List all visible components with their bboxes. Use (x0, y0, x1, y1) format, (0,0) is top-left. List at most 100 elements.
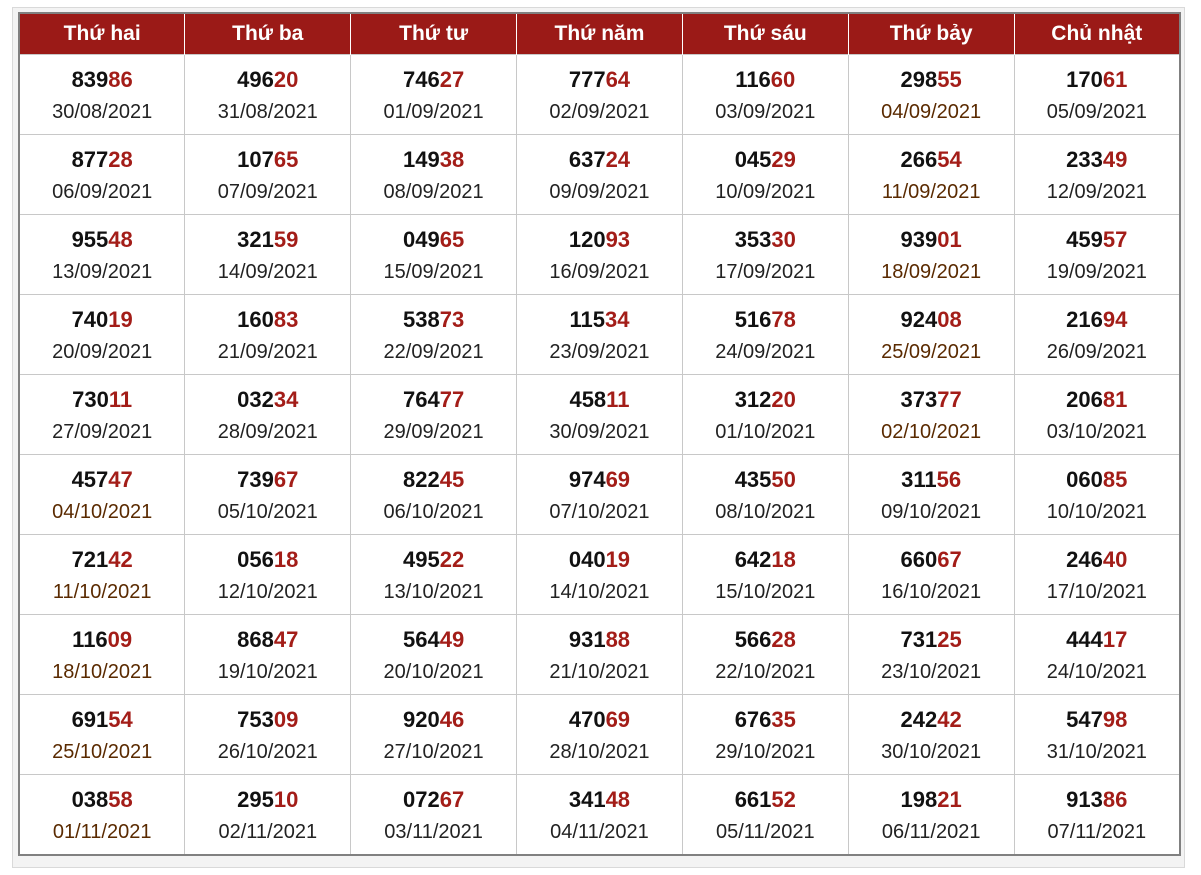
result-number-head: 435 (734, 467, 772, 492)
result-number-head: 931 (568, 627, 606, 652)
table-row: 87728 06/09/2021 10765 07/09/2021 14938 08/09… (18, 134, 1181, 215)
result-number-tail: 34 (604, 307, 630, 332)
result-date: 19/09/2021 (1046, 261, 1147, 283)
result-number-head: 924 (900, 307, 938, 332)
result-number-tail: 29 (771, 147, 796, 172)
result-date: 06/11/2021 (881, 821, 981, 843)
result-number-head: 939 (900, 227, 938, 252)
result-cell-wednesday: 82245 06/10/2021 (350, 454, 518, 535)
result-number-head: 564 (403, 627, 440, 652)
result-number-head: 730 (72, 387, 109, 412)
result-number: 14938 (351, 146, 516, 174)
result-number-head: 974 (568, 467, 606, 492)
result-number-tail: 94 (1102, 307, 1128, 332)
result-number: 03858 (20, 786, 184, 814)
result-number-head: 637 (568, 147, 606, 172)
result-number-head: 120 (568, 227, 606, 252)
result-number-tail: 22 (439, 547, 465, 572)
result-number-head: 777 (568, 67, 606, 92)
result-number-tail: 01 (937, 227, 962, 252)
result-cell-monday: 03858 01/11/2021 (18, 774, 186, 856)
result-cell-saturday: 73125 23/10/2021 (847, 614, 1015, 695)
result-number-tail: 40 (1102, 547, 1128, 572)
result-number-tail: 58 (108, 787, 133, 812)
result-number-tail: 77 (937, 387, 962, 412)
result-date: 02/11/2021 (218, 821, 318, 843)
result-date: 19/10/2021 (217, 661, 318, 683)
result-number-tail: 28 (771, 627, 796, 652)
result-number: 04529 (683, 146, 848, 174)
result-number-head: 206 (1066, 387, 1103, 412)
result-number-tail: 86 (108, 67, 133, 92)
result-number-tail: 67 (273, 467, 299, 492)
result-number-tail: 85 (1102, 467, 1128, 492)
result-cell-saturday: 24242 30/10/2021 (847, 694, 1015, 775)
result-cell-tuesday: 16083 21/09/2021 (184, 294, 352, 375)
result-number-head: 746 (403, 67, 440, 92)
result-cell-thursday: 04019 14/10/2021 (516, 534, 683, 615)
result-number-head: 341 (568, 787, 606, 812)
result-cell-friday: 31220 01/10/2021 (681, 374, 849, 455)
result-date: 28/09/2021 (217, 421, 318, 443)
result-number-head: 353 (734, 227, 772, 252)
header-row: Thứ hai Thứ ba Thứ tư Thứ năm Thứ sáu Th… (19, 13, 1180, 55)
result-cell-monday: 11609 18/10/2021 (18, 614, 186, 695)
result-number: 73967 (185, 466, 350, 494)
result-cell-friday: 04529 10/09/2021 (681, 134, 849, 215)
result-cell-monday: 45747 04/10/2021 (18, 454, 186, 535)
result-cell-saturday: 66067 16/10/2021 (847, 534, 1015, 615)
result-date: 01/11/2021 (52, 821, 152, 843)
result-date: 04/11/2021 (550, 821, 649, 843)
result-number-head: 072 (403, 787, 440, 812)
result-date: 13/09/2021 (52, 261, 153, 283)
result-cell-thursday: 45811 30/09/2021 (516, 374, 683, 455)
result-number-head: 753 (237, 707, 274, 732)
result-date: 15/09/2021 (383, 261, 484, 283)
result-cell-friday: 64218 15/10/2021 (681, 534, 849, 615)
result-number: 74019 (20, 306, 184, 334)
result-number-tail: 86 (1102, 787, 1128, 812)
result-number-head: 233 (1066, 147, 1103, 172)
result-number-head: 459 (1066, 227, 1103, 252)
result-number-head: 691 (71, 707, 109, 732)
result-cell-sunday: 06085 10/10/2021 (1013, 454, 1181, 535)
result-date: 05/09/2021 (1046, 101, 1147, 123)
result-cell-monday: 69154 25/10/2021 (18, 694, 186, 775)
result-date: 12/10/2021 (217, 581, 318, 603)
result-cell-thursday: 12093 16/09/2021 (516, 214, 683, 295)
result-number-head: 216 (1066, 307, 1103, 332)
result-cell-monday: 74019 20/09/2021 (18, 294, 186, 375)
result-date: 03/10/2021 (1046, 421, 1147, 443)
result-number-head: 116 (735, 67, 771, 92)
result-number-tail: 42 (937, 707, 962, 732)
result-number-head: 321 (237, 227, 274, 252)
result-date: 27/10/2021 (383, 741, 484, 763)
result-number: 66152 (683, 786, 848, 814)
result-cell-sunday: 23349 12/09/2021 (1013, 134, 1181, 215)
result-date: 26/10/2021 (217, 741, 318, 763)
result-date: 20/09/2021 (52, 341, 153, 363)
result-cell-thursday: 34148 04/11/2021 (516, 774, 683, 856)
result-number-tail: 09 (273, 707, 299, 732)
result-cell-wednesday: 53873 22/09/2021 (350, 294, 518, 375)
result-number-head: 160 (237, 307, 274, 332)
result-number-tail: 98 (1102, 707, 1128, 732)
result-date: 12/09/2021 (1046, 181, 1147, 203)
result-number: 97469 (517, 466, 682, 494)
result-number-head: 049 (403, 227, 440, 252)
result-number: 53873 (351, 306, 516, 334)
result-number: 87728 (20, 146, 184, 174)
result-number-tail: 11 (606, 387, 630, 412)
result-date: 24/09/2021 (715, 341, 816, 363)
result-number-head: 444 (1066, 627, 1103, 652)
table-row: 11609 18/10/2021 86847 19/10/2021 56449 20/10… (18, 614, 1181, 695)
result-number: 82245 (351, 466, 516, 494)
result-number-tail: 83 (273, 307, 299, 332)
result-number-tail: 65 (273, 147, 299, 172)
result-number-head: 312 (734, 387, 772, 412)
result-cell-thursday: 47069 28/10/2021 (516, 694, 683, 775)
result-cell-tuesday: 05618 12/10/2021 (184, 534, 352, 615)
result-cell-thursday: 97469 07/10/2021 (516, 454, 683, 535)
result-number: 86847 (185, 626, 350, 654)
result-number-head: 920 (403, 707, 440, 732)
